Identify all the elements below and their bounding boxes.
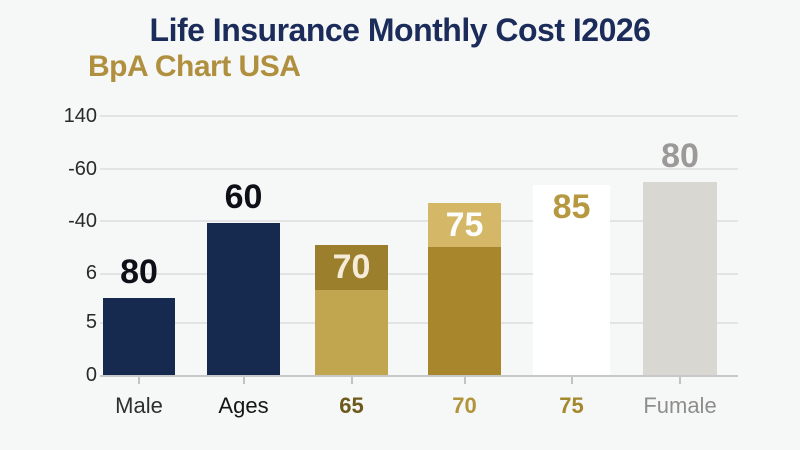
gridline [100,115,738,117]
bar-70 [428,203,501,375]
bar-segment [315,245,388,290]
bar-value-label: 60 [224,178,263,216]
bar-segment [103,298,175,375]
x-category-label: Fumale [643,393,717,418]
gridline [100,220,738,222]
x-category-label: Male [115,393,163,418]
chart-subtitle: BpA Chart USA [88,50,301,83]
gridline [100,168,738,170]
bar-segment [207,223,280,375]
bar-segment [643,182,717,375]
x-tick-mark [570,377,573,384]
bar-ages [207,223,280,375]
bar-segment [315,290,388,375]
bar-segment [533,185,610,375]
gridline [100,322,738,324]
bar-fumale [643,182,717,375]
y-tick-label: 5 [85,311,97,333]
bar-segment [428,203,501,247]
y-tick-label: 6 [85,262,97,284]
bar-65 [315,245,388,375]
y-tick-label: -60 [68,158,97,180]
x-category-label: Ages [218,393,269,418]
gridline [100,273,738,275]
x-axis-line [100,375,738,377]
x-tick-mark [679,377,681,384]
bar-value-label: 85 [552,188,591,226]
x-category-label: 75 [559,393,584,418]
y-tick-label: 140 [63,105,97,127]
bar-75 [533,185,610,375]
y-tick-label: -40 [68,210,97,232]
x-category-label: 70 [452,393,477,418]
x-tick-mark [350,377,353,384]
bar-value-label: 80 [661,137,699,175]
y-tick-label: 0 [85,364,97,386]
x-category-label: 65 [339,393,364,418]
bar-male [103,298,175,375]
chart-title: Life Insurance Monthly Cost I2026 [149,12,651,48]
bar-value-label: 75 [445,206,484,244]
x-tick-mark [242,377,245,384]
bar-value-label: 80 [120,253,158,291]
x-tick-mark [138,377,140,384]
bar-segment [428,247,501,375]
bar-value-label: 70 [332,248,371,286]
x-tick-mark [463,377,466,384]
